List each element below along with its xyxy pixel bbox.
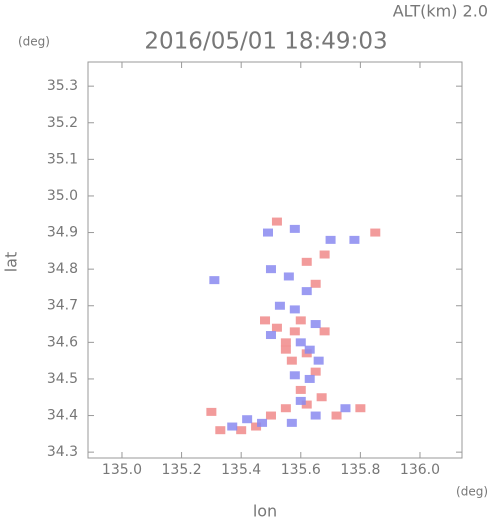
echo-cell	[310, 411, 321, 420]
echo-cell	[227, 422, 238, 431]
echo-cell	[260, 316, 271, 325]
echo-cell	[295, 338, 306, 347]
echo-cell	[331, 411, 342, 420]
echo-cell	[271, 323, 282, 332]
echo-cell	[355, 404, 366, 413]
echo-cell	[265, 411, 276, 420]
x-tick-label: 135.2	[162, 462, 202, 478]
x-tick-label: 136.0	[400, 462, 440, 478]
x-tick-label: 135.0	[102, 462, 142, 478]
y-unit: (deg)	[18, 35, 50, 49]
y-tick-label: 34.3	[47, 444, 78, 460]
echo-cell	[316, 393, 327, 402]
echo-cell	[301, 257, 312, 266]
echo-cell	[325, 235, 336, 244]
x-tick-label: 135.8	[340, 462, 380, 478]
echo-cell	[206, 407, 217, 416]
y-tick-label: 34.5	[47, 371, 78, 387]
echo-cell	[274, 301, 285, 310]
echo-cell	[280, 338, 291, 347]
x-tick-label: 135.6	[281, 462, 321, 478]
x-tick-label: 135.4	[221, 462, 261, 478]
echo-cell	[262, 228, 273, 237]
y-axis-label: lat	[2, 252, 21, 273]
echo-cell	[310, 279, 321, 288]
echo-cell	[236, 426, 247, 435]
echo-cell	[289, 371, 300, 380]
echo-cell	[313, 356, 324, 365]
y-tick-label: 34.9	[47, 225, 78, 241]
echo-cell	[295, 316, 306, 325]
echo-cell	[304, 374, 315, 383]
echo-cell	[289, 224, 300, 233]
y-tick-label: 34.8	[47, 261, 78, 277]
echo-cell	[310, 320, 321, 329]
echo-cell	[265, 265, 276, 274]
echo-cell	[304, 345, 315, 354]
x-unit: (deg)	[456, 485, 488, 499]
altitude-annotation: ALT(km) 2.0	[393, 2, 488, 21]
echo-cell	[286, 418, 297, 427]
y-tick-label: 35.0	[47, 188, 78, 204]
echo-cell	[242, 415, 253, 424]
echo-cell	[271, 217, 282, 226]
x-axis-label: lon	[253, 502, 277, 521]
echo-cell	[257, 418, 268, 427]
y-tick-label: 34.7	[47, 298, 78, 314]
echo-cell	[251, 422, 262, 431]
chart-title: 2016/05/01 18:49:03	[144, 29, 387, 55]
echo-cell	[289, 305, 300, 314]
echo-cell	[283, 272, 294, 281]
echo-cell	[209, 276, 220, 285]
echo-cell	[340, 404, 351, 413]
echo-cell	[265, 331, 276, 340]
echo-cell	[301, 400, 312, 409]
y-tick-label: 35.3	[47, 78, 78, 94]
echo-cell	[349, 235, 360, 244]
y-tick-label: 35.2	[47, 115, 78, 131]
y-tick-label: 35.1	[47, 151, 78, 167]
echo-cell	[319, 250, 330, 259]
plot-frame	[87, 61, 463, 459]
echo-cell	[295, 396, 306, 405]
y-tick-label: 34.6	[47, 334, 78, 350]
echo-cell	[286, 356, 297, 365]
y-tick-label: 34.4	[47, 408, 78, 424]
echo-cell	[301, 287, 312, 296]
echo-cell	[310, 367, 321, 376]
echo-cell	[280, 345, 291, 354]
echo-cell	[289, 327, 300, 336]
echo-cell	[280, 404, 291, 413]
echo-cell	[215, 426, 226, 435]
echo-cell	[295, 385, 306, 394]
echo-cell	[319, 327, 330, 336]
echo-cell	[370, 228, 381, 237]
